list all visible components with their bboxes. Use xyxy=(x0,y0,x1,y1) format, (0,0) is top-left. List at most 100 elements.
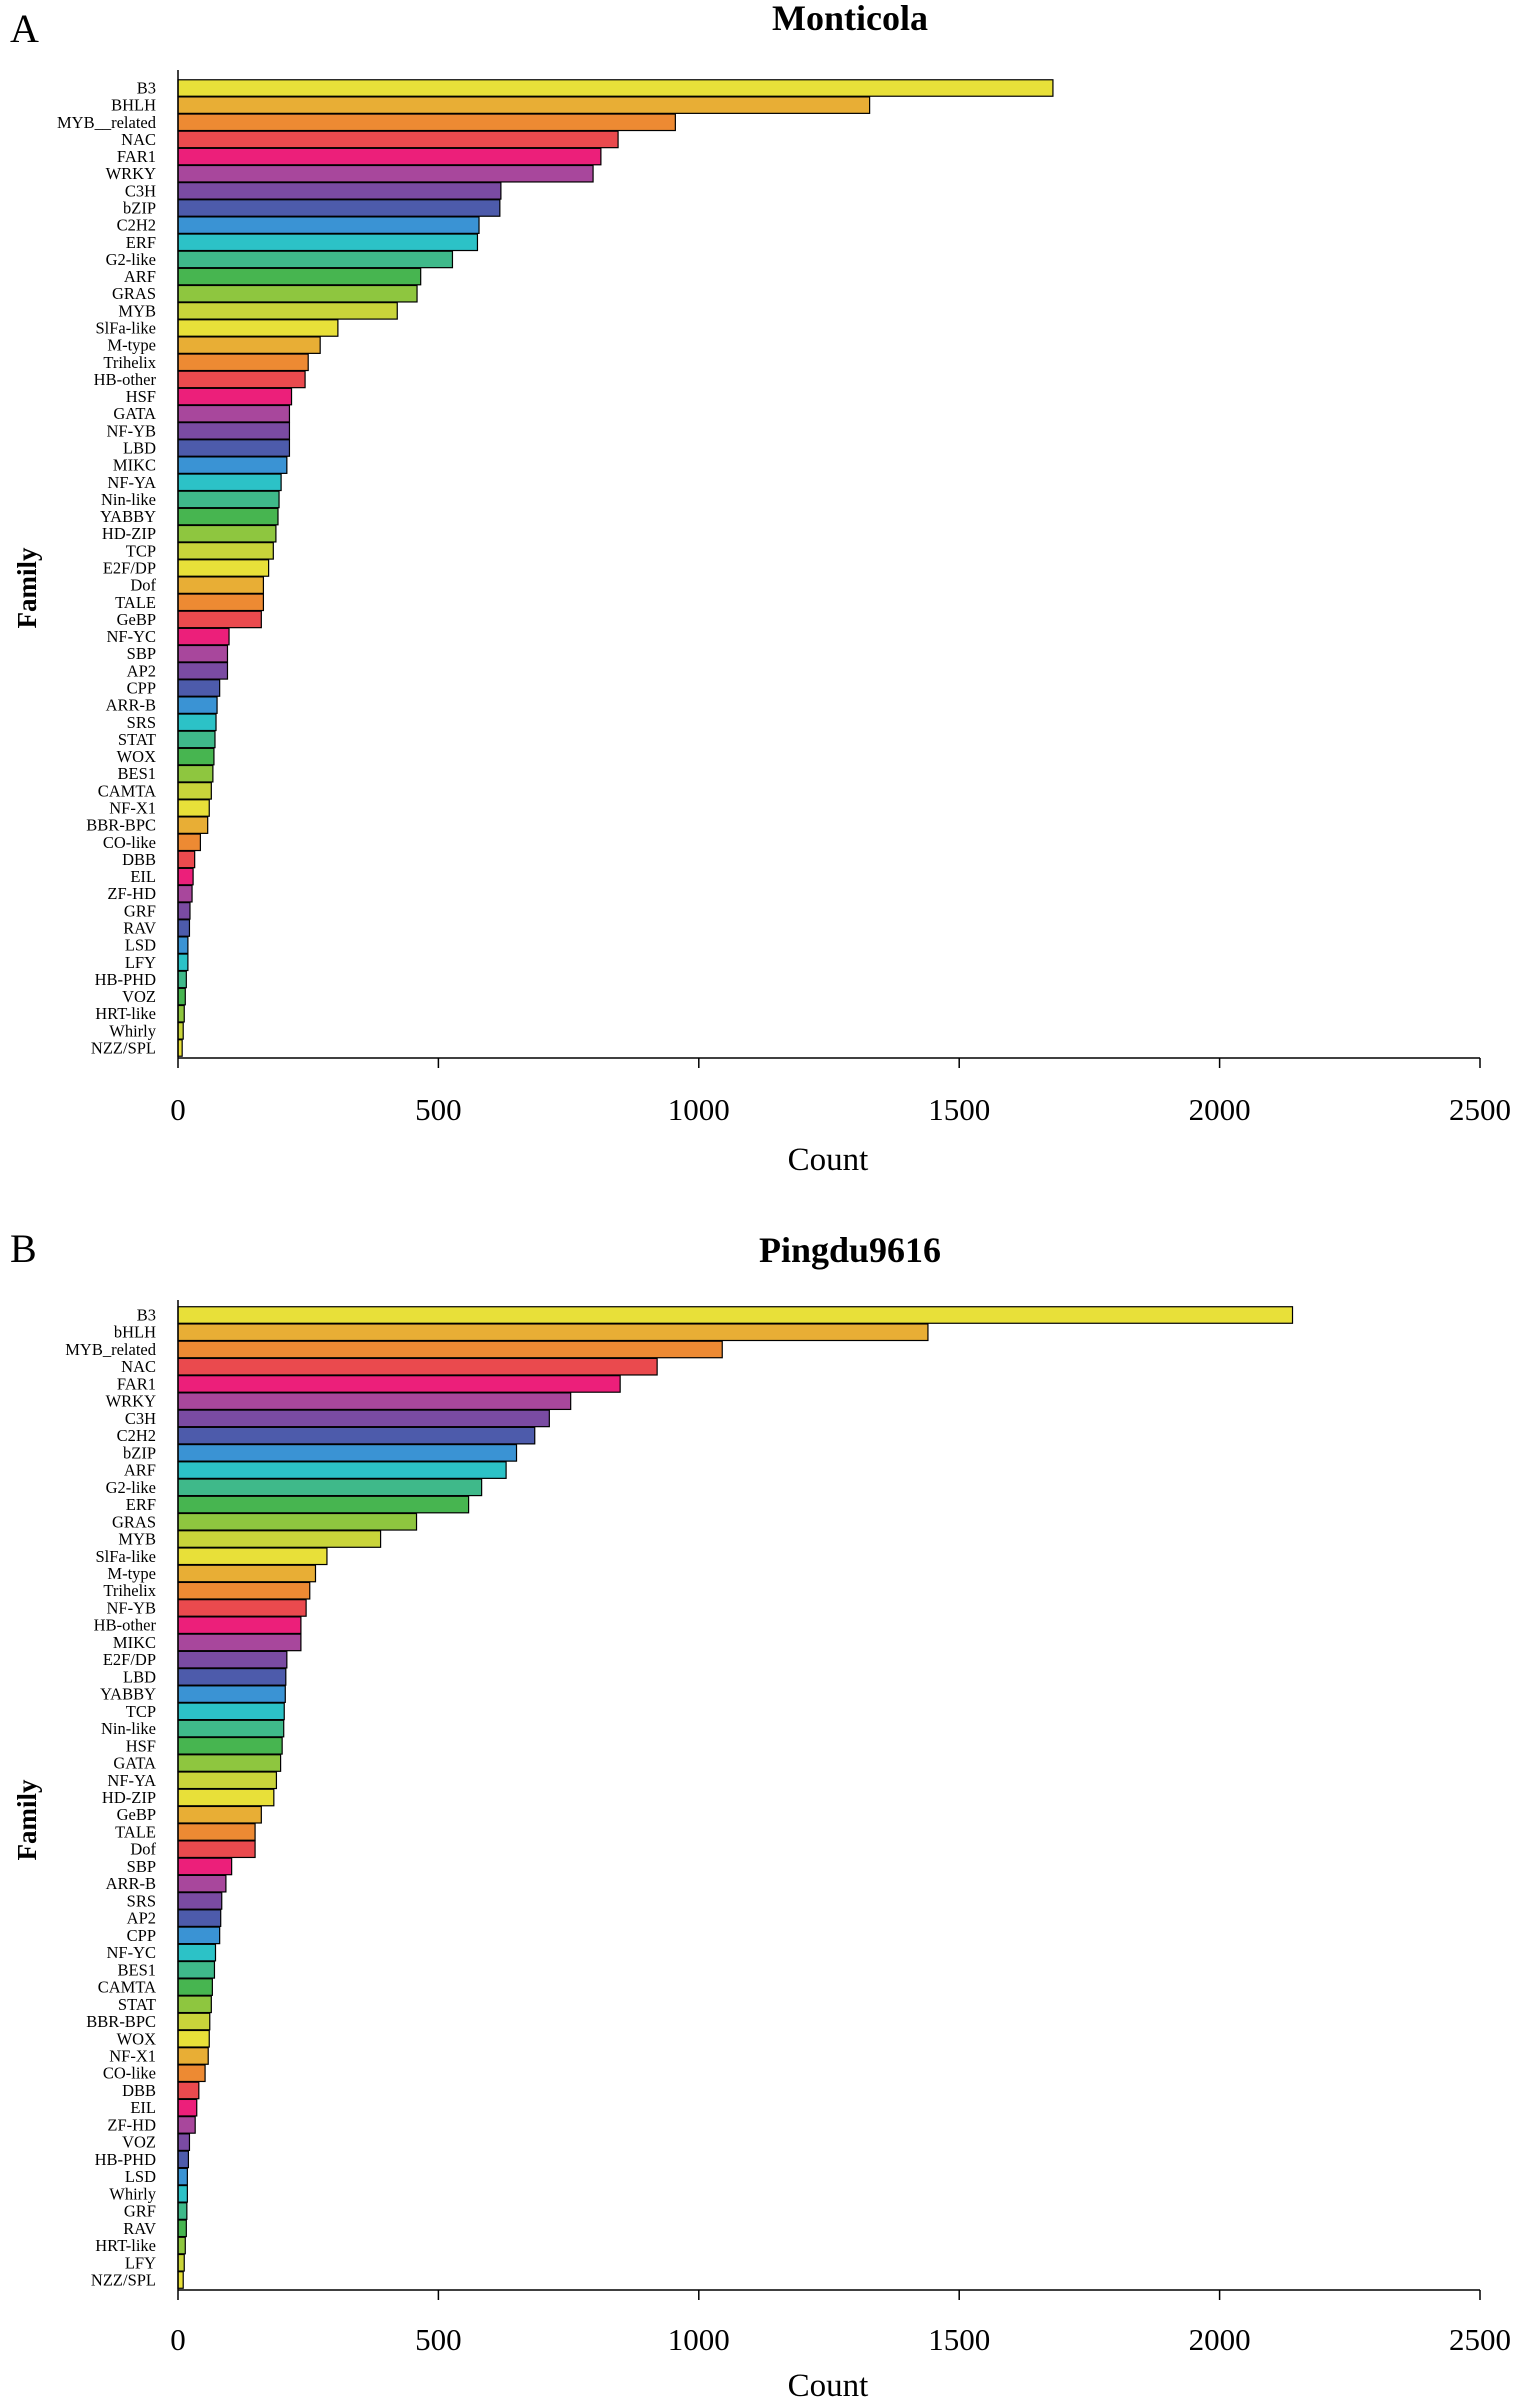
bar-b-far1 xyxy=(177,1375,621,1393)
category-label: HSF xyxy=(126,1736,156,1755)
category-label: ARR-B xyxy=(106,696,156,715)
bar-b-wrky xyxy=(177,1392,572,1411)
bar-b-arr-b xyxy=(177,1874,227,1893)
bar-a-lbd xyxy=(177,439,291,457)
bar-a-yabby xyxy=(177,507,279,526)
category-label: GeBP xyxy=(117,1805,156,1824)
category-label: CPP xyxy=(127,1926,156,1945)
category-label: ERF xyxy=(126,1495,156,1514)
bar-b-tale xyxy=(177,1823,256,1841)
bar-a-tale xyxy=(177,593,265,612)
category-label: HRT-like xyxy=(95,2236,156,2255)
category-label: TCP xyxy=(126,1702,156,1721)
bar-a-whirly xyxy=(177,1022,184,1040)
bar-a-gata xyxy=(177,404,291,423)
category-label: EIL xyxy=(130,867,156,886)
bar-a-hb-phd xyxy=(177,970,187,989)
bar-b-nin-like xyxy=(177,1719,285,1738)
x-tick-label: 1500 xyxy=(928,2322,990,2357)
category-label: LFY xyxy=(125,953,156,972)
bar-a-lsd xyxy=(177,936,189,954)
bar-a-co-like xyxy=(177,833,201,852)
bar-b-whirly xyxy=(177,2184,188,2203)
category-label: Nin-like xyxy=(101,1719,156,1738)
bar-b-arf xyxy=(177,1461,507,1479)
category-label: RAV xyxy=(123,919,156,938)
x-ticks-b: 0 500 1000 1500 2000 2500 xyxy=(170,2290,1511,2357)
bar-b-e2f-dp xyxy=(177,1650,288,1669)
category-label: ARR-B xyxy=(106,1874,156,1893)
bar-a-srs xyxy=(177,713,217,732)
bar-a-zf-hd xyxy=(177,884,193,903)
category-label: NF-X1 xyxy=(109,799,156,818)
category-label: NAC xyxy=(121,1357,156,1376)
bar-b-hsf xyxy=(177,1736,283,1755)
bar-a-arr-b xyxy=(177,696,218,714)
bar-a-c3h xyxy=(177,182,502,200)
category-label: C3H xyxy=(125,181,156,200)
bar-a-camta xyxy=(177,782,212,800)
bar-a-nf-x1 xyxy=(177,799,210,817)
x-tick-label: 1500 xyxy=(928,1092,990,1127)
bar-b-slfa-like xyxy=(177,1547,328,1566)
bar-b-c3h xyxy=(177,1409,550,1428)
category-label: HRT-like xyxy=(95,1004,156,1023)
bar-a-wrky xyxy=(177,164,594,183)
category-label: ZF-HD xyxy=(107,884,156,903)
category-labels-b: B3bHLHMYB_relatedNACFAR1WRKYC3HC2H2bZIPA… xyxy=(65,1306,156,2290)
category-label: G2-like xyxy=(106,1478,156,1497)
bar-a-arf xyxy=(177,267,422,286)
bar-b-stat xyxy=(177,1995,212,2014)
bar-a-voz xyxy=(177,987,186,1006)
category-label: Dof xyxy=(130,1840,156,1859)
category-label: SRS xyxy=(127,1891,156,1910)
bar-b-gras xyxy=(177,1512,418,1531)
x-axis-label-b: Count xyxy=(788,2368,869,2401)
category-label: TCP xyxy=(126,541,156,560)
category-label: Nin-like xyxy=(101,490,156,509)
bar-b-gebp xyxy=(177,1805,262,1824)
bar-b-sbp xyxy=(177,1857,233,1876)
bar-a-mikc xyxy=(177,456,288,474)
category-label: AP2 xyxy=(127,1909,156,1928)
x-tick-label: 2500 xyxy=(1449,1092,1511,1127)
bar-b-myb xyxy=(177,1530,382,1548)
category-label: BBR-BPC xyxy=(86,816,156,835)
bar-a-nac xyxy=(177,130,619,149)
bar-a-nin-like xyxy=(177,490,280,509)
category-label: HD-ZIP xyxy=(102,524,156,543)
category-label: LBD xyxy=(123,439,156,458)
bar-b-hrt-like xyxy=(177,2236,186,2255)
category-label: GRF xyxy=(124,2202,156,2221)
category-label: SlFa-like xyxy=(96,319,157,338)
bar-a-nf-yc xyxy=(177,627,230,646)
panel-b: B Pingdu9616 Count Family B3bHLHMYB_rela… xyxy=(10,1226,1511,2401)
category-label: LBD xyxy=(123,1667,156,1686)
category-label: BHLH xyxy=(111,96,156,115)
category-label: HB-other xyxy=(94,1616,157,1635)
category-label: NF-YA xyxy=(107,473,156,492)
bar-a-dbb xyxy=(177,850,196,869)
category-label: bHLH xyxy=(114,1323,156,1342)
bar-b-nf-yb xyxy=(177,1599,307,1617)
category-label: MIKC xyxy=(113,456,156,475)
bar-b-co-like xyxy=(177,2064,206,2083)
bar-a-dof xyxy=(177,576,265,594)
bar-b-lsd xyxy=(177,2167,188,2186)
category-labels-a: B3BHLHMYB__relatedNACFAR1WRKYC3HbZIPC2H2… xyxy=(57,79,157,1058)
category-label: TALE xyxy=(115,593,156,612)
bar-a-trihelix xyxy=(177,353,309,372)
bar-b-srs xyxy=(177,1892,223,1910)
bar-b-bzip xyxy=(177,1443,518,1462)
category-label: ARF xyxy=(124,1461,156,1480)
chart-title-b: Pingdu9616 xyxy=(759,1230,941,1270)
bar-b-lfy xyxy=(177,2253,185,2272)
category-label: WOX xyxy=(117,2029,156,2048)
bar-b-eil xyxy=(177,2098,198,2117)
category-label: ZF-HD xyxy=(107,2115,156,2134)
category-label: SlFa-like xyxy=(96,1547,157,1566)
category-label: RAV xyxy=(123,2219,156,2238)
category-label: CAMTA xyxy=(98,1978,156,1997)
bar-a-stat xyxy=(177,730,216,749)
